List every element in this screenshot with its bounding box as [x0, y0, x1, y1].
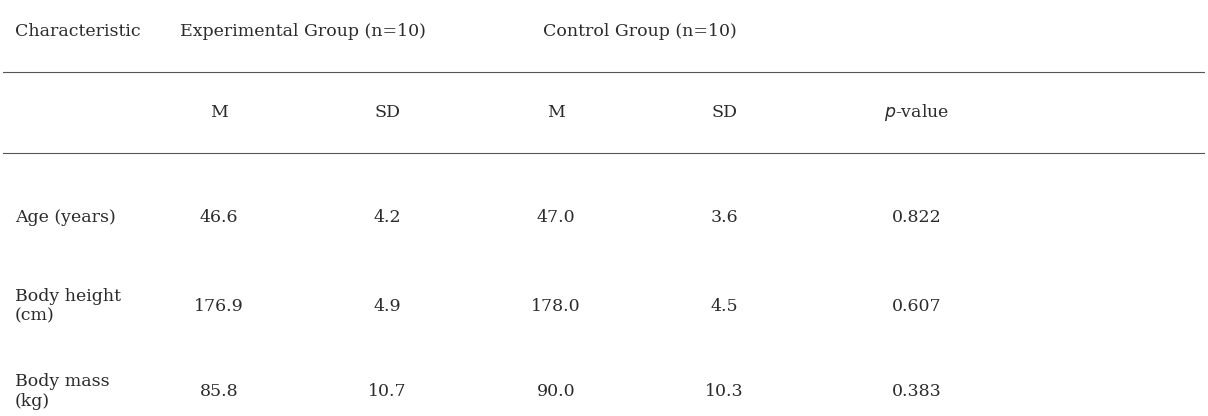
Text: M: M — [547, 104, 565, 121]
Text: 10.3: 10.3 — [705, 383, 744, 400]
Text: 10.7: 10.7 — [368, 383, 407, 400]
Text: SD: SD — [712, 104, 737, 121]
Text: Body mass
(kg): Body mass (kg) — [14, 373, 110, 410]
Text: 4.9: 4.9 — [373, 298, 401, 315]
Text: 90.0: 90.0 — [536, 383, 575, 400]
Text: Body height
(cm): Body height (cm) — [14, 288, 121, 325]
Text: 0.607: 0.607 — [892, 298, 941, 315]
Text: 85.8: 85.8 — [199, 383, 238, 400]
Text: Control Group (n=10): Control Group (n=10) — [544, 22, 737, 40]
Text: 4.2: 4.2 — [373, 209, 401, 226]
Text: SD: SD — [374, 104, 401, 121]
Text: 3.6: 3.6 — [710, 209, 738, 226]
Text: 0.383: 0.383 — [892, 383, 941, 400]
Text: Characteristic: Characteristic — [14, 22, 140, 40]
Text: 0.822: 0.822 — [892, 209, 941, 226]
Text: 178.0: 178.0 — [532, 298, 581, 315]
Text: $p$-value: $p$-value — [884, 102, 949, 123]
Text: M: M — [210, 104, 228, 121]
Text: 47.0: 47.0 — [536, 209, 575, 226]
Text: 4.5: 4.5 — [710, 298, 738, 315]
Text: 176.9: 176.9 — [194, 298, 244, 315]
Text: Age (years): Age (years) — [14, 209, 116, 226]
Text: Experimental Group (n=10): Experimental Group (n=10) — [180, 22, 426, 40]
Text: 46.6: 46.6 — [201, 209, 238, 226]
